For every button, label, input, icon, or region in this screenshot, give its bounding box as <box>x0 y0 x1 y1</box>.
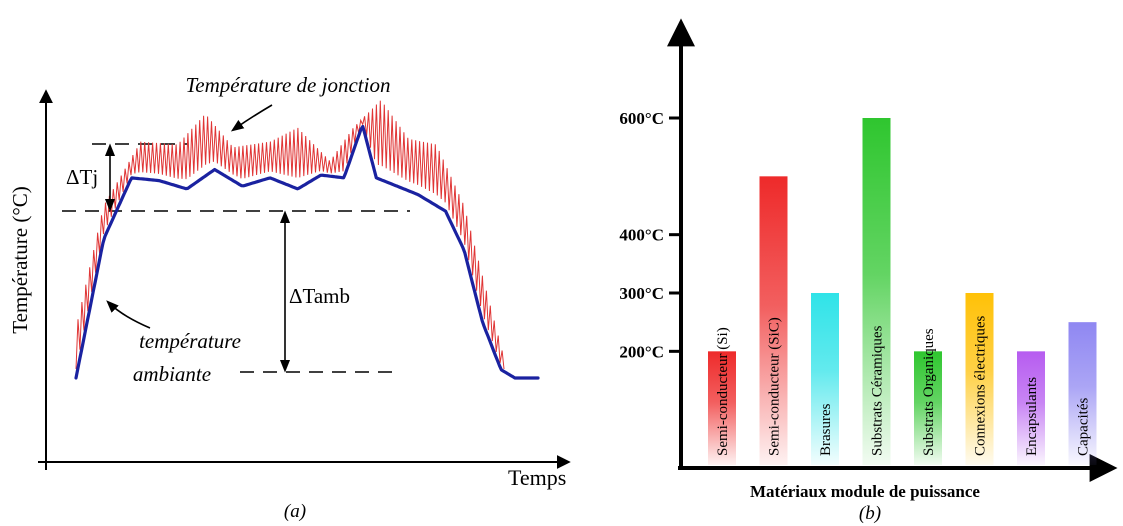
delta-tamb-label: ΔTamb <box>289 284 350 308</box>
series-line-junction <box>75 100 505 370</box>
bar-1 <box>759 176 788 466</box>
panel-b-y-tick-label: 600°C <box>619 109 664 128</box>
bar-label-7: Capacités <box>1076 398 1092 456</box>
panel-b-y-ticks: 200°C 300°C 400°C 600°C <box>619 109 681 361</box>
bar-label-1: Semi-conducteur (SiC) <box>767 317 783 456</box>
junction-callout-arrow <box>230 104 273 132</box>
bar-5 <box>965 293 994 465</box>
ambient-callout-arrow <box>106 300 151 329</box>
annotation-ambient-label-2: ambiante <box>133 362 211 386</box>
bar-3 <box>862 118 891 465</box>
bar-7 <box>1068 322 1097 465</box>
bar-label-3: Substrats Céramiques <box>870 325 886 456</box>
panel-a-x-axis-label: Temps <box>508 465 566 490</box>
bar-label-2: Brasures <box>818 403 834 456</box>
annotation-ambient-label-1: température <box>139 329 241 353</box>
panel-b-bar-chart: 200°C 300°C 400°C 600°C Semi-conducteur (Si… <box>619 18 1118 524</box>
panel-b-y-tick-label: 300°C <box>619 284 664 303</box>
delta-tj-label: ΔTj <box>66 165 98 189</box>
bar-6 <box>1017 351 1045 465</box>
panel-a-line-chart: Température de jonction température ambi… <box>8 73 571 522</box>
panel-b-y-tick-label: 200°C <box>619 342 664 361</box>
series-line-ambient <box>74 124 540 380</box>
panel-b-x-axis-label: Matériaux module de puissance <box>750 482 980 501</box>
panel-b-label: (b) <box>859 503 881 524</box>
bar-label-6: Encapsulants <box>1024 377 1040 456</box>
bar-0 <box>708 351 736 465</box>
bar-4 <box>914 351 942 465</box>
panel-b-y-tick-label: 400°C <box>619 226 664 245</box>
panel-a-label: (a) <box>284 501 306 522</box>
panel-b-bars: Semi-conducteur (Si) Semi-conducteur (SiC… <box>708 118 1097 466</box>
bar-label-0: Semi-conducteur (Si) <box>715 327 731 456</box>
panel-a-y-axis-label: Température (°C) <box>8 186 32 333</box>
bar-label-4: Substrats Organiques <box>921 328 937 456</box>
bar-label-5: Connexions électriques <box>973 315 989 456</box>
annotation-junction-label: Température de jonction <box>186 73 391 97</box>
bar-2 <box>811 293 839 465</box>
